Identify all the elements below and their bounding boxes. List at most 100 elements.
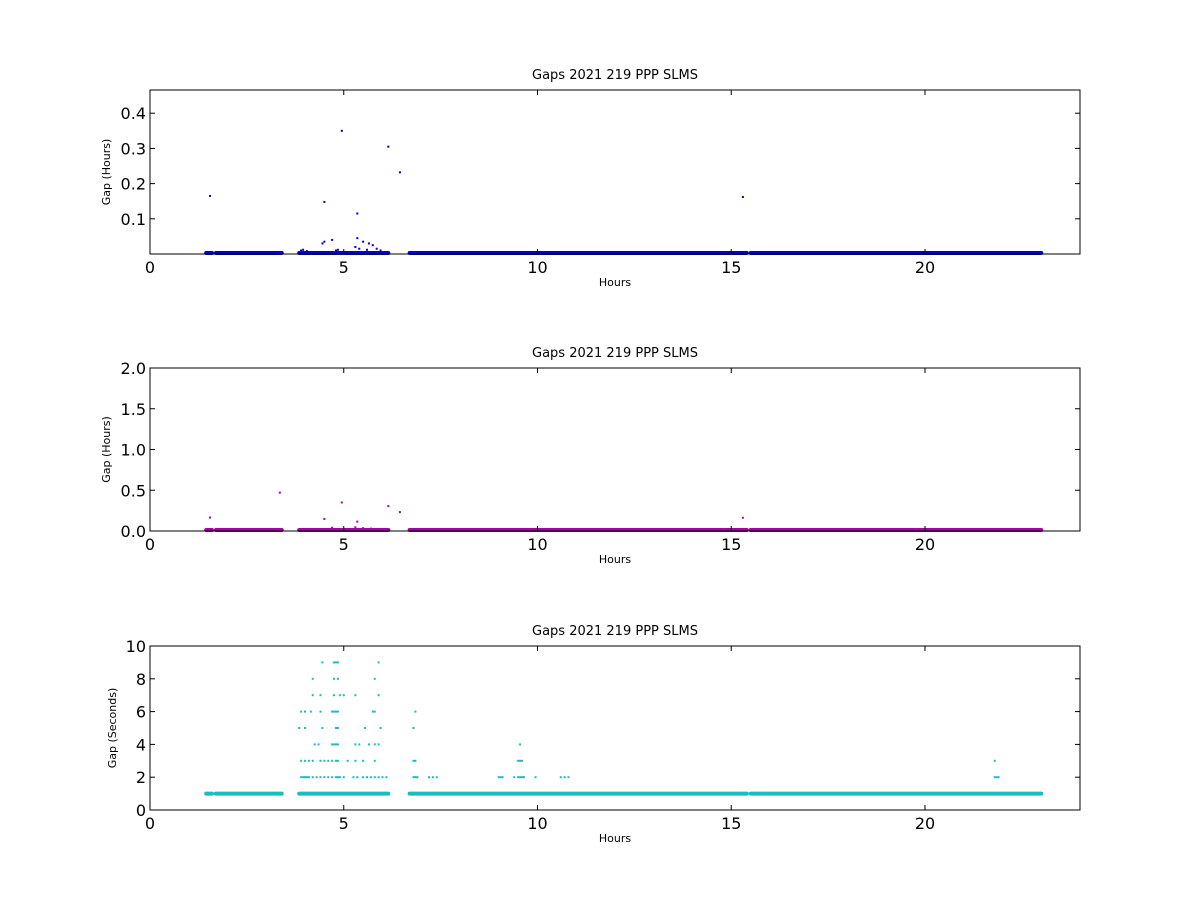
- data-point: [412, 776, 415, 779]
- plot-area: [149, 645, 1081, 811]
- data-point: [346, 759, 349, 762]
- data-point: [335, 710, 337, 713]
- chart-panel-3: Gaps 2021 219 PPP SLMS 0 5 10 15 20 0 2 4 6 8 10 Hou…: [106, 624, 1081, 845]
- data-point: [371, 244, 374, 247]
- data-point: [354, 694, 357, 697]
- data-point: [993, 759, 996, 762]
- y-tick-label: 0.1: [121, 210, 146, 229]
- data-point: [369, 527, 372, 530]
- data-point: [300, 710, 303, 713]
- data-point: [513, 776, 516, 779]
- data-point: [209, 516, 212, 519]
- x-tick-label: 5: [339, 535, 349, 554]
- data-point: [356, 237, 359, 240]
- data-point: [302, 776, 305, 779]
- x-tick-label: 20: [915, 814, 935, 833]
- data-point: [336, 677, 339, 680]
- data-point: [304, 759, 306, 762]
- data-point: [519, 743, 522, 746]
- data-point: [377, 743, 380, 746]
- data-point: [333, 710, 336, 713]
- data-point: [323, 200, 326, 203]
- data-point: [377, 694, 380, 697]
- data-point: [307, 776, 310, 779]
- data-point: [323, 240, 326, 243]
- data-point: [435, 776, 438, 779]
- y-tick-label: 2.0: [121, 359, 146, 378]
- data-point: [319, 710, 322, 713]
- data-point: [311, 694, 314, 697]
- data-point: [385, 776, 388, 779]
- data-point: [379, 727, 382, 729]
- data-marks: [204, 661, 1044, 796]
- data-point: [428, 776, 430, 779]
- data-point: [373, 677, 376, 680]
- y-axis-label: Gap (Seconds): [106, 688, 119, 769]
- data-point: [321, 242, 324, 245]
- data-point: [321, 661, 324, 664]
- data-point: [309, 710, 312, 713]
- data-point: [336, 710, 339, 713]
- x-axis-label: Hours: [599, 832, 631, 845]
- y-tick-label: 0.3: [121, 139, 146, 158]
- data-point: [319, 776, 322, 779]
- data-point: [369, 776, 372, 779]
- data-point: [387, 145, 390, 148]
- data-point: [362, 527, 365, 530]
- data-point: [567, 776, 570, 779]
- data-point: [335, 249, 337, 252]
- data-point: [304, 776, 306, 779]
- data-point: [497, 776, 500, 779]
- data-point: [416, 776, 419, 779]
- data-point: [377, 776, 380, 779]
- data-point: [300, 249, 303, 252]
- data-point: [331, 710, 334, 713]
- x-tick-label: 10: [527, 814, 547, 833]
- data-point: [298, 727, 301, 729]
- data-point: [362, 776, 365, 779]
- y-tick-label: 10: [126, 637, 146, 656]
- data-point: [398, 511, 401, 514]
- data-point: [352, 776, 355, 779]
- data-point: [342, 776, 345, 779]
- data-point: [356, 520, 359, 523]
- x-tick-label: 15: [721, 814, 741, 833]
- data-point: [373, 743, 376, 746]
- data-point: [398, 171, 401, 174]
- data-point: [311, 677, 314, 680]
- x-axis-label: Hours: [599, 553, 631, 566]
- data-point: [412, 759, 415, 762]
- data-point: [362, 240, 365, 243]
- data-point: [336, 661, 339, 664]
- y-tick-label: 4: [136, 735, 146, 754]
- x-tick-label: 0: [145, 814, 155, 833]
- data-point: [517, 776, 520, 779]
- data-point: [519, 776, 522, 779]
- data-point: [367, 743, 370, 746]
- x-axis-label: Hours: [599, 276, 631, 289]
- x-tick-label: 5: [339, 258, 349, 277]
- data-point: [997, 776, 1000, 779]
- data-point: [331, 743, 334, 746]
- data-point: [559, 776, 562, 779]
- chart-panel-1: Gaps 2021 219 PPP SLMS 0 5 10 15 20 0.1 0.2 0.3 0…: [100, 68, 1081, 289]
- y-tick-label: 1.0: [121, 441, 146, 460]
- data-point: [338, 776, 341, 779]
- data-point: [304, 727, 306, 729]
- data-point: [379, 249, 382, 252]
- y-tick-label: 2: [136, 768, 146, 787]
- data-point: [340, 501, 343, 504]
- data-point: [517, 759, 520, 762]
- data-point: [354, 245, 357, 248]
- data-point: [315, 776, 318, 779]
- data-point: [342, 694, 345, 697]
- data-point: [995, 776, 998, 779]
- data-point: [331, 759, 334, 762]
- data-point: [317, 743, 320, 746]
- data-point: [336, 248, 339, 251]
- data-point: [319, 759, 322, 762]
- data-point: [340, 129, 343, 132]
- y-tick-label: 0.2: [121, 175, 146, 194]
